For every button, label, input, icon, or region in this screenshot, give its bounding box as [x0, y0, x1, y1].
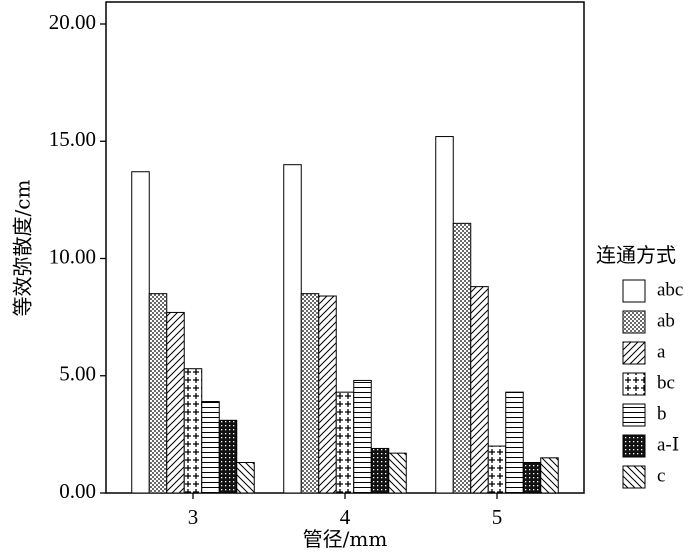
x-axis-title: 管径/mm — [303, 527, 388, 551]
legend-label: a-Ⅰ — [657, 434, 679, 455]
x-tick-label: 5 — [492, 505, 503, 529]
y-tick-label: 5.00 — [59, 362, 96, 386]
bar-b-5 — [505, 391, 524, 494]
bar-a-5 — [470, 286, 489, 494]
legend-swatch — [622, 434, 646, 458]
x-axis: 3 4 5 — [188, 493, 503, 529]
bar-b-4 — [353, 379, 372, 494]
legend-label: bc — [657, 372, 675, 393]
legend-label: c — [657, 465, 665, 486]
bar-a-Ⅰ-5 — [522, 462, 542, 494]
bar-c-3 — [236, 462, 255, 494]
legend-swatch — [622, 372, 646, 396]
bar-a-4 — [318, 295, 337, 494]
bar-ab-3 — [148, 293, 168, 494]
legend-label: a — [657, 341, 666, 362]
bar-a-Ⅰ-4 — [370, 447, 390, 494]
x-tick-label: 4 — [340, 505, 351, 529]
legend-label: abc — [657, 279, 683, 300]
bar-ab-5 — [452, 222, 472, 494]
y-tick-label: 20.00 — [49, 10, 96, 34]
bar-abc-3 — [131, 171, 150, 494]
y-tick-label: 10.00 — [49, 244, 96, 268]
bar-b-3 — [201, 401, 220, 494]
bar-c-4 — [388, 452, 407, 494]
legend-swatch — [622, 403, 646, 427]
y-axis-title: 等效弥散度/cm — [11, 180, 35, 317]
legend-swatch — [622, 465, 646, 489]
legend-label: ab — [657, 310, 675, 331]
bar-abc-5 — [435, 136, 454, 494]
legend-title: 连通方式 — [596, 243, 676, 267]
y-tick-label: 15.00 — [49, 127, 96, 151]
legend-swatch — [622, 341, 646, 365]
y-tick-label: 0.00 — [59, 479, 96, 503]
bars — [131, 136, 559, 494]
legend-swatch — [622, 310, 646, 334]
legend-label: b — [657, 403, 667, 424]
x-tick-label: 3 — [188, 505, 199, 529]
bar-bc-4 — [335, 391, 355, 494]
bar-bc-5 — [487, 445, 507, 494]
bar-a-3 — [166, 311, 185, 494]
bar-ab-4 — [300, 293, 320, 494]
bar-bc-3 — [183, 368, 203, 494]
bar-abc-4 — [283, 164, 302, 494]
y-axis: 0.00 5.00 10.00 15.00 20.00 — [49, 10, 106, 503]
legend-swatch — [622, 279, 646, 303]
bar-c-5 — [540, 457, 559, 494]
bar-a-Ⅰ-3 — [218, 419, 238, 494]
